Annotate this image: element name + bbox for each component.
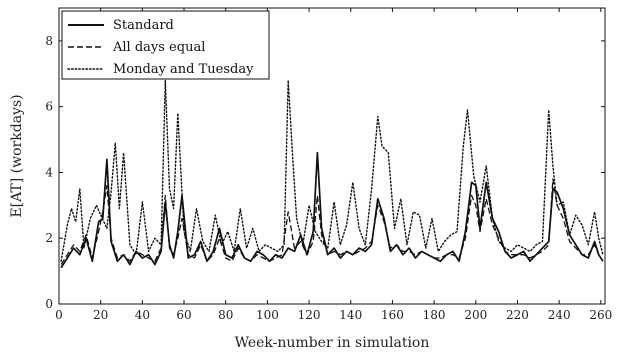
axis-tick-labels: 0 20 40 60 80 100 120 140 160 180 200 220 240 260 0 2 4 6… (45, 34, 612, 322)
plot-frame (58, 7, 606, 305)
y-axis-label: E[AT] (workdays) (9, 94, 25, 217)
legend-label-standard: Standard (113, 18, 174, 33)
x-tick-label: 260 (589, 308, 612, 322)
x-tick-label: 220 (506, 308, 529, 322)
x-tick-label: 20 (93, 308, 108, 322)
x-tick-label: 40 (135, 308, 150, 322)
x-tick-label: 100 (256, 308, 279, 322)
x-tick-label: 120 (298, 308, 321, 322)
x-tick-label: 0 (55, 308, 63, 322)
x-tick-label: 200 (464, 308, 487, 322)
series-line-monday-and-tuesday (60, 79, 604, 262)
x-tick-label: 180 (423, 308, 446, 322)
series-lines (60, 79, 604, 269)
y-tick-label: 4 (45, 165, 53, 179)
legend: Standard All days equal Monday and Tuesd… (61, 10, 270, 80)
legend-box (61, 10, 270, 80)
x-tick-label: 80 (218, 308, 233, 322)
y-tick-label: 0 (45, 297, 53, 311)
x-tick-label: 240 (548, 308, 571, 322)
y-tick-label: 2 (45, 231, 53, 245)
y-tick-label: 6 (45, 100, 53, 114)
legend-label-all-days-equal: All days equal (112, 40, 205, 55)
y-tick-label: 8 (45, 34, 53, 48)
legend-label-monday-tuesday: Monday and Tuesday (113, 62, 254, 77)
x-axis-label: Week-number in simulation (235, 335, 430, 351)
x-tick-label: 60 (176, 308, 191, 322)
x-tick-label: 160 (381, 308, 404, 322)
series-line-standard (60, 151, 604, 269)
x-tick-label: 140 (339, 308, 362, 322)
